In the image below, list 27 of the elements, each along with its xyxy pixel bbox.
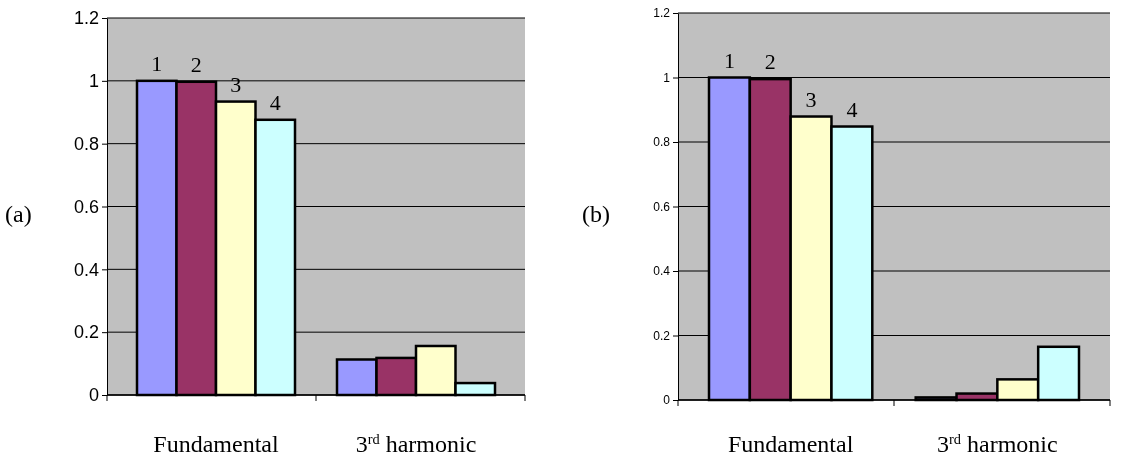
series-label: 2: [190, 51, 202, 77]
series-label: 1: [151, 50, 163, 76]
y-tick-label: 0.6: [653, 199, 671, 214]
series-label: 1: [723, 47, 735, 73]
y-tick-label: 0.4: [73, 259, 99, 280]
series-label: 3: [805, 86, 817, 112]
series-label: 4: [846, 96, 858, 122]
text: (a): [5, 201, 32, 227]
series-label: 4: [269, 89, 281, 115]
y-tick-label: 0.4: [653, 264, 671, 279]
y-tick-label: 1.2: [73, 8, 99, 29]
y-tick-label: 0.2: [653, 328, 671, 343]
y-tick-label: 0.8: [653, 135, 671, 150]
y-tick-label: 1: [88, 71, 99, 92]
x-tick-label: 3$^{rd}$ harmonic: [355, 431, 477, 457]
y-tick-label: 0.2: [73, 322, 99, 343]
y-tick-label: 0: [88, 385, 99, 406]
y-tick-label: 1.2: [653, 6, 671, 21]
text: (b): [582, 201, 610, 227]
y-tick-label: 0: [663, 393, 671, 408]
y-tick-label: 0.6: [73, 196, 99, 217]
x-tick-label: Fundamental: [727, 431, 854, 457]
series-label: 2: [764, 49, 776, 75]
y-tick-label: 1: [663, 70, 671, 85]
x-tick-label: Fundamental: [153, 431, 279, 457]
x-tick-label: 3$^{rd}$ harmonic: [937, 431, 1058, 457]
y-tick-label: 0.8: [73, 133, 99, 154]
